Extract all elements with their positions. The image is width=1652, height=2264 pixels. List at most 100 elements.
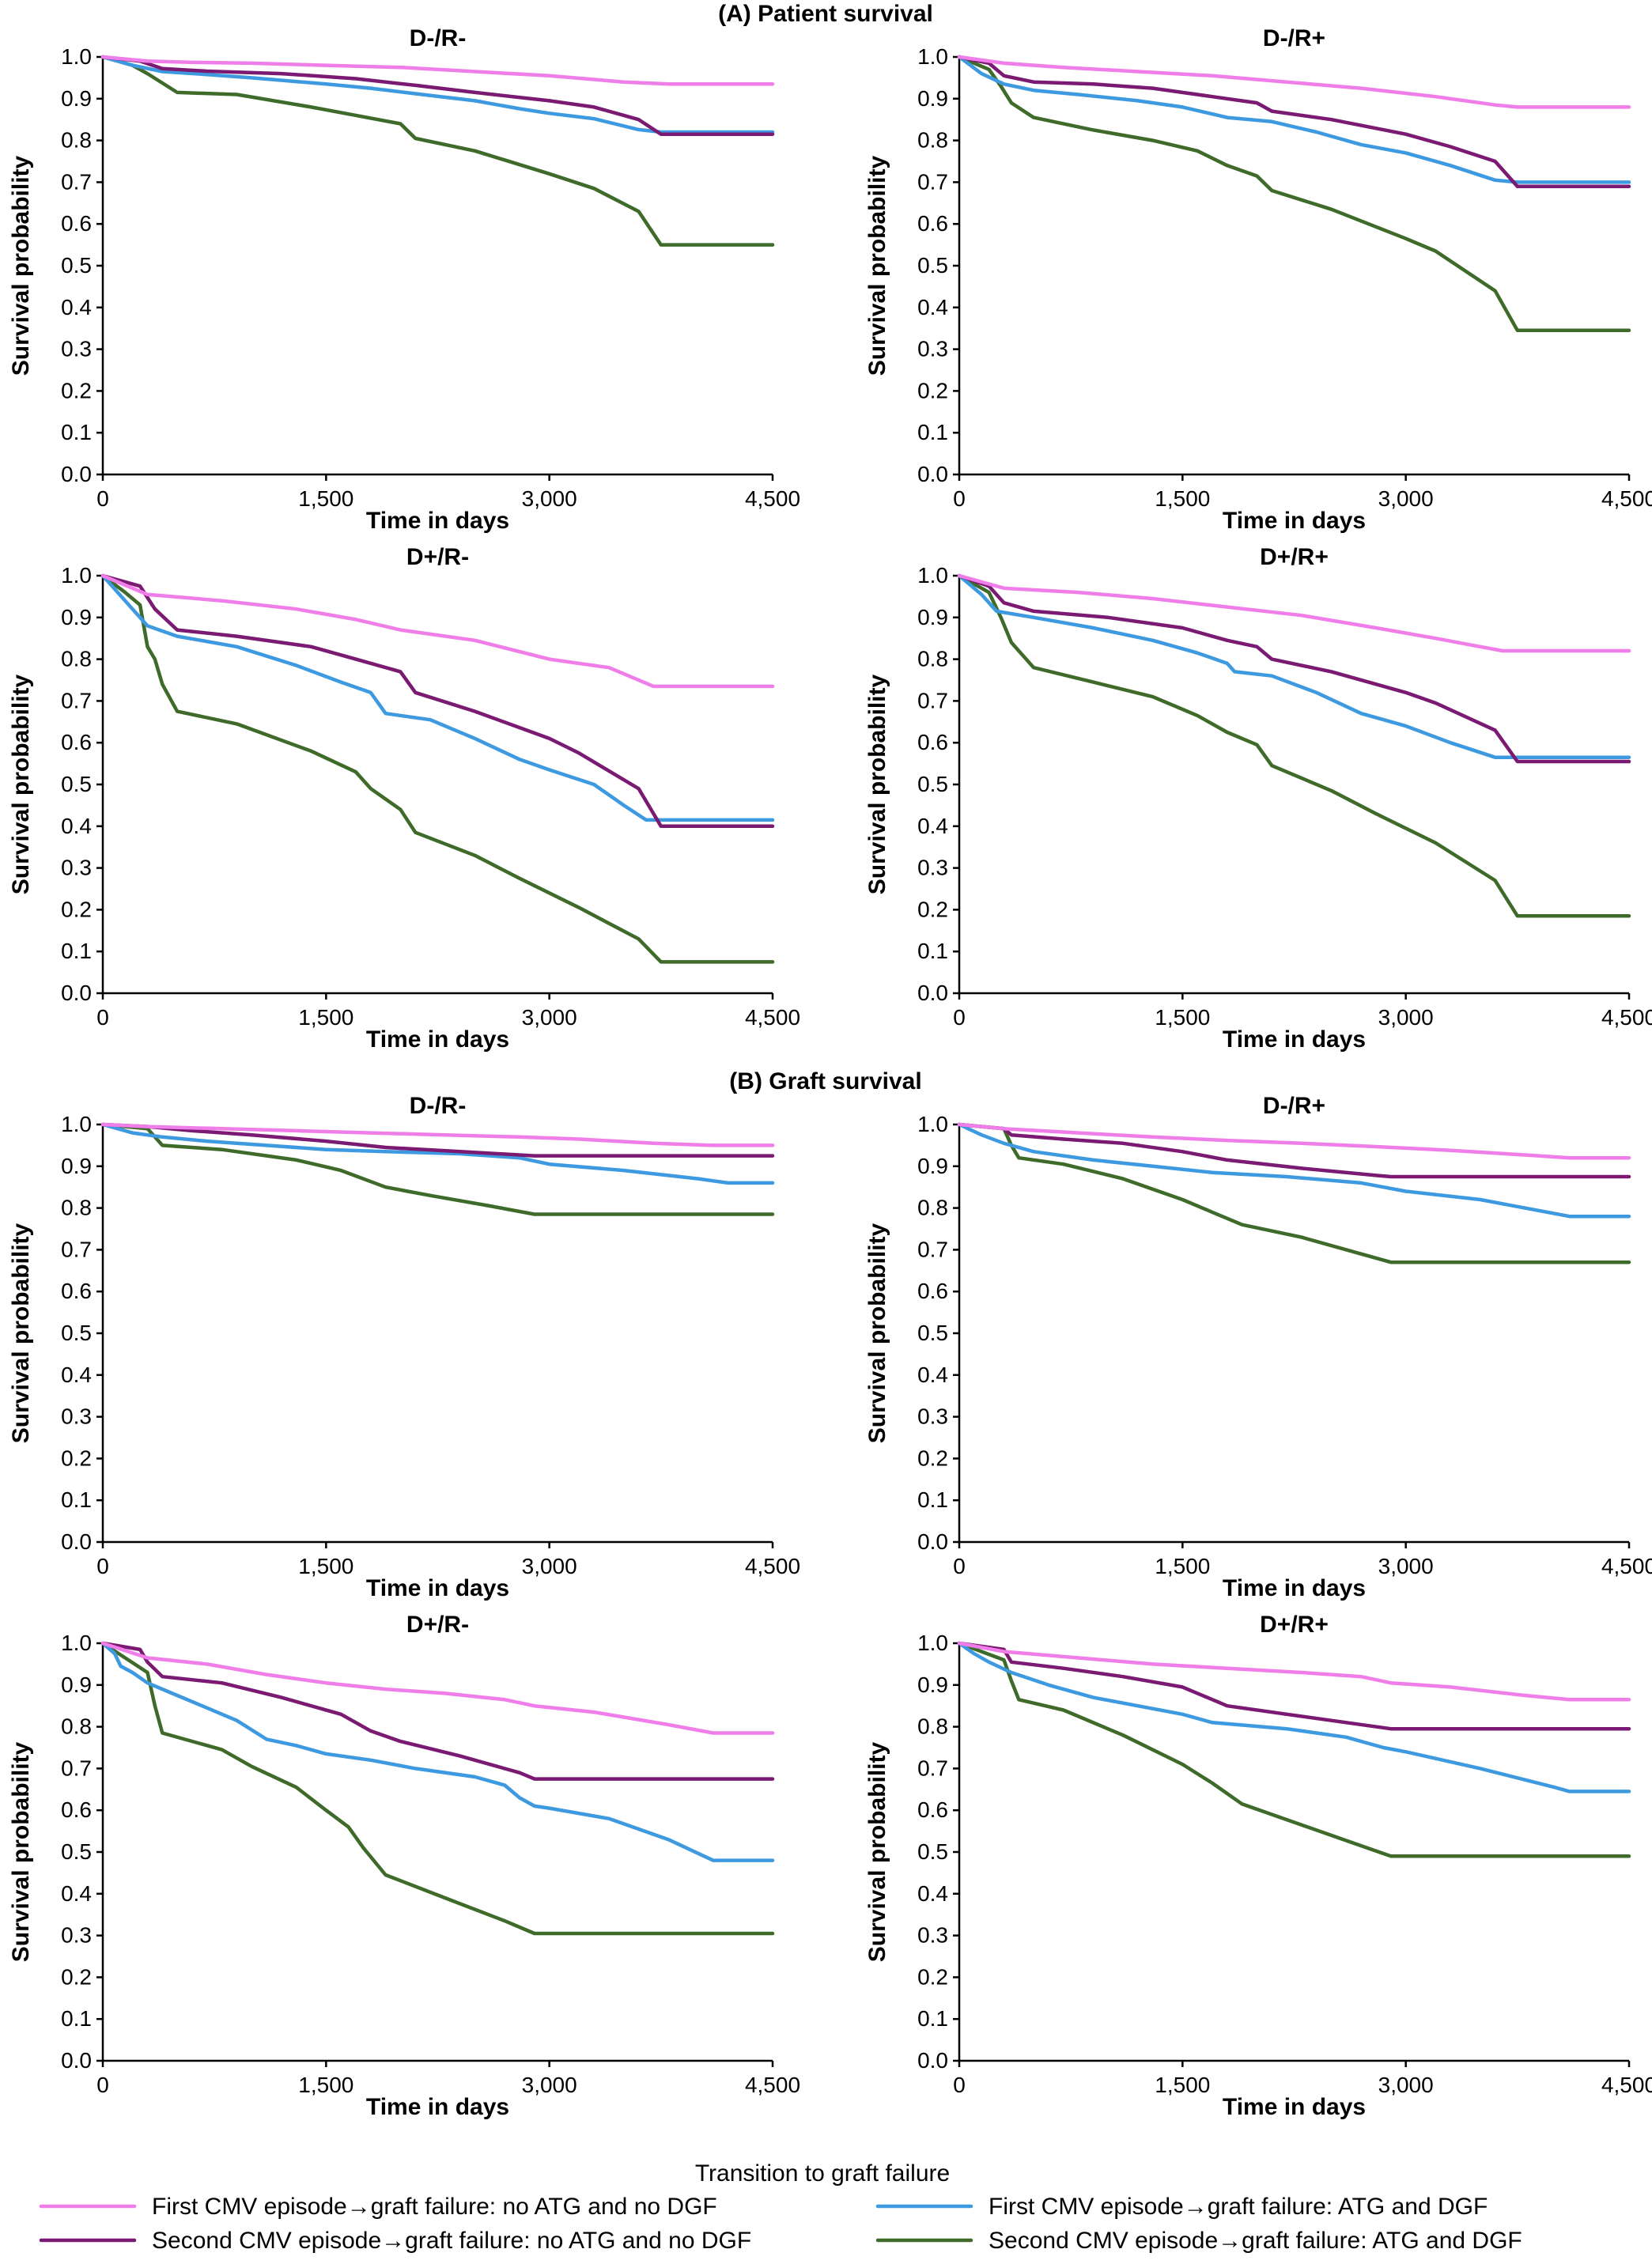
y-tick-label: 0.5	[61, 253, 92, 278]
y-tick-label: 0.5	[917, 1839, 948, 1864]
x-tick-label: 3,000	[522, 1554, 577, 1578]
y-tick-label: 0.9	[917, 1672, 948, 1697]
y-tick-label: 0.8	[917, 128, 948, 153]
legend-title: Transition to graft failure	[695, 2160, 950, 2187]
y-tick-label: 1.0	[917, 1631, 948, 1655]
x-tick-label: 1,500	[1155, 2073, 1210, 2097]
y-tick-label: 0.6	[917, 1797, 948, 1822]
y-tick-label: 0.6	[917, 730, 948, 754]
legend-item: First CMV episode→graft failure: ATG and…	[875, 2194, 1488, 2220]
x-tick-label: 0	[953, 486, 966, 511]
y-tick-label: 0.1	[61, 420, 92, 444]
x-axis-label: Time in days	[366, 2094, 509, 2120]
section-title-graft-survival: (B) Graft survival	[729, 1068, 921, 1094]
x-tick-label: 4,500	[1601, 1005, 1652, 1030]
x-tick-label: 0	[953, 2073, 966, 2097]
y-tick-label: 0.0	[917, 981, 948, 1005]
x-axis-label: Time in days	[1223, 508, 1366, 534]
y-tick-label: 1.0	[61, 1112, 92, 1136]
y-tick-label: 0.6	[61, 211, 92, 236]
y-tick-label: 0.1	[917, 2006, 948, 2031]
legend-items: First CMV episode→graft failure: no ATG …	[39, 2194, 1522, 2254]
y-tick-label: 0.7	[917, 1237, 948, 1261]
y-tick-label: 0.2	[917, 1446, 948, 1470]
y-tick-label: 0.1	[917, 420, 948, 444]
x-tick-label: 4,500	[745, 2073, 800, 2097]
y-tick-label: 0.6	[917, 1279, 948, 1303]
x-axis-label: Time in days	[366, 1575, 509, 1601]
y-tick-label: 0.7	[61, 688, 92, 712]
y-tick-label: 0.4	[61, 814, 92, 838]
x-tick-label: 3,000	[1378, 486, 1434, 511]
series-line-first-no-atg	[100, 1641, 775, 1735]
legend-item: First CMV episode→graft failure: no ATG …	[39, 2194, 717, 2220]
y-tick-label: 0.1	[61, 939, 92, 963]
x-tick-label: 3,000	[1378, 2073, 1434, 2097]
y-tick-label: 0.8	[61, 647, 92, 671]
panel-title: D+/R+	[1260, 1612, 1329, 1638]
y-tick-label: 0.0	[61, 462, 92, 486]
x-tick-label: 1,500	[1155, 1554, 1210, 1578]
chart-panel-graft-d-r: D+/R+ 0.0 0.1 0.2 0.3 0.4 0.5 0.6 0.7 0.8 0.9 1.0 0 1…	[864, 1612, 1652, 2120]
y-axis-label: Survival probability	[8, 155, 34, 376]
y-tick-label: 0.4	[917, 814, 948, 838]
y-tick-label: 0.4	[61, 1363, 92, 1387]
y-tick-label: 0.6	[61, 1279, 92, 1303]
series-line-second-atg	[957, 1641, 1631, 1858]
legend-label: Second CMV episode→graft failure: ATG an…	[989, 2228, 1522, 2254]
x-tick-label: 0	[96, 486, 109, 511]
y-tick-label: 0.0	[917, 1529, 948, 1554]
x-tick-label: 4,500	[745, 486, 800, 511]
y-tick-label: 0.7	[917, 1756, 948, 1780]
y-tick-label: 0.2	[917, 1964, 948, 1989]
y-tick-label: 0.8	[917, 647, 948, 671]
series-line-second-atg	[957, 1122, 1631, 1264]
y-tick-label: 0.5	[917, 253, 948, 278]
chart-panel-patient-d-r: D-/R- 0.0 0.1 0.2 0.3 0.4 0.5 0.6 0.7 0.8 0.9 1.0 0 1…	[8, 25, 800, 534]
chart-panel-patient-d-r: D+/R+ 0.0 0.1 0.2 0.3 0.4 0.5 0.6 0.7 0.8 0.9 1.0 0 1…	[864, 544, 1652, 1053]
y-tick-label: 0.3	[917, 1923, 948, 1948]
series-line-first-no-atg	[957, 573, 1631, 653]
panel-title: D+/R+	[1260, 544, 1329, 570]
y-tick-label: 0.3	[61, 337, 92, 361]
y-axis-label: Survival probability	[8, 674, 34, 894]
series-line-first-atg	[957, 1122, 1631, 1219]
legend-label: First CMV episode→graft failure: no ATG …	[152, 2194, 717, 2220]
chart-panels: D-/R- 0.0 0.1 0.2 0.3 0.4 0.5 0.6 0.7 0.8 0.9 1.0 0 1…	[8, 25, 1652, 2120]
y-tick-label: 0.5	[61, 772, 92, 796]
series-line-first-atg	[100, 55, 775, 134]
y-tick-label: 0.4	[61, 1881, 92, 1906]
series-line-second-atg	[957, 573, 1631, 918]
x-tick-label: 4,500	[745, 1005, 800, 1030]
series-line-first-no-atg	[100, 1122, 775, 1147]
panel-title: D-/R+	[1263, 25, 1325, 51]
series-line-second-no-atg	[100, 55, 775, 136]
x-axis-label: Time in days	[1223, 1026, 1366, 1053]
series-line-second-no-atg	[957, 55, 1631, 188]
legend-item: Second CMV episode→graft failure: ATG an…	[875, 2228, 1522, 2254]
x-tick-label: 3,000	[522, 486, 577, 511]
chart-panel-patient-d-r: D-/R+ 0.0 0.1 0.2 0.3 0.4 0.5 0.6 0.7 0.8 0.9 1.0 0 1…	[864, 25, 1652, 534]
y-tick-label: 0.3	[61, 856, 92, 880]
x-tick-label: 4,500	[1601, 1554, 1652, 1578]
y-tick-label: 0.2	[917, 897, 948, 921]
y-axis-label: Survival probability	[864, 1223, 890, 1443]
series-line-second-no-atg	[957, 1641, 1631, 1731]
y-tick-label: 0.0	[61, 2048, 92, 2073]
x-tick-label: 3,000	[522, 2073, 577, 2097]
y-tick-label: 0.4	[61, 295, 92, 319]
y-tick-label: 0.3	[917, 856, 948, 880]
legend-label: Second CMV episode→graft failure: no ATG…	[152, 2228, 751, 2254]
y-tick-label: 0.8	[61, 1196, 92, 1220]
x-tick-label: 1,500	[298, 2073, 353, 2097]
y-tick-label: 1.0	[917, 44, 948, 69]
legend-label: First CMV episode→graft failure: ATG and…	[989, 2194, 1488, 2220]
y-tick-label: 1.0	[61, 44, 92, 69]
x-axis-label: Time in days	[1223, 2094, 1366, 2120]
series-line-first-no-atg	[100, 55, 775, 86]
series-line-second-no-atg	[957, 573, 1631, 764]
series-line-first-no-atg	[100, 573, 775, 689]
section-title-patient-survival: (A) Patient survival	[718, 1, 933, 27]
x-tick-label: 1,500	[1155, 1005, 1210, 1030]
y-tick-label: 0.2	[61, 1446, 92, 1470]
